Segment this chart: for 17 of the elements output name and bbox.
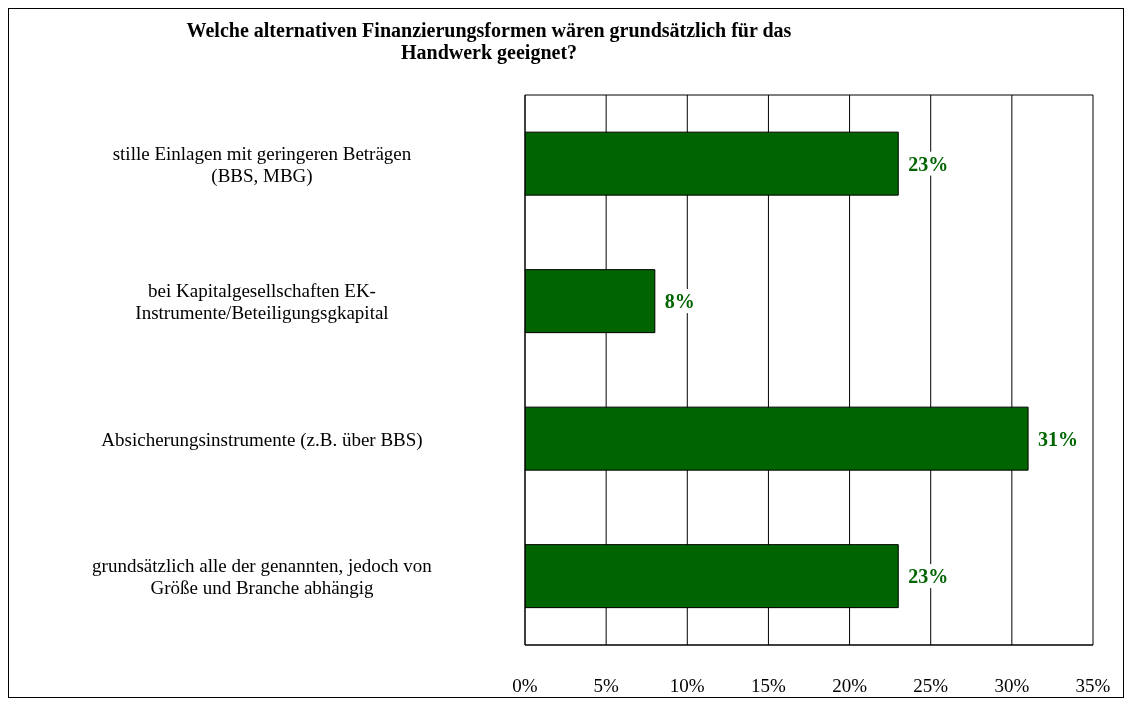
- chart-title: Welche alternativen Finanzierungsformen wären grundsätzlich für das Handwerk geeignet?: [185, 19, 793, 63]
- x-tick-label: 35%: [1075, 675, 1111, 697]
- x-tick-label: 30%: [994, 675, 1030, 697]
- x-tick-label: 5%: [593, 675, 619, 697]
- data-label: 23%: [908, 565, 949, 588]
- x-tick-label: 25%: [913, 675, 949, 697]
- x-tick-label: 0%: [512, 675, 538, 697]
- data-label: 23%: [908, 152, 949, 175]
- data-label: 8%: [664, 290, 695, 313]
- y-tick-label: bei Kapitalgesellschaften EK-Instrumente/Beteiligungsgkapital: [135, 279, 389, 323]
- x-tick-label: 10%: [669, 675, 705, 697]
- x-tick-label: 20%: [832, 675, 868, 697]
- x-tick-label: 15%: [751, 675, 787, 697]
- y-tick-label: stille Einlagen mit geringeren Beträgen (BBS, MBG): [112, 142, 412, 187]
- y-tick-label: Absicherungsinstrumente (z.B. über BBS): [101, 428, 423, 451]
- y-tick-label: grundsätzlich alle der genannten, jedoch von Größe und Branche abhängig: [92, 554, 433, 598]
- data-label: 31%: [1038, 427, 1079, 450]
